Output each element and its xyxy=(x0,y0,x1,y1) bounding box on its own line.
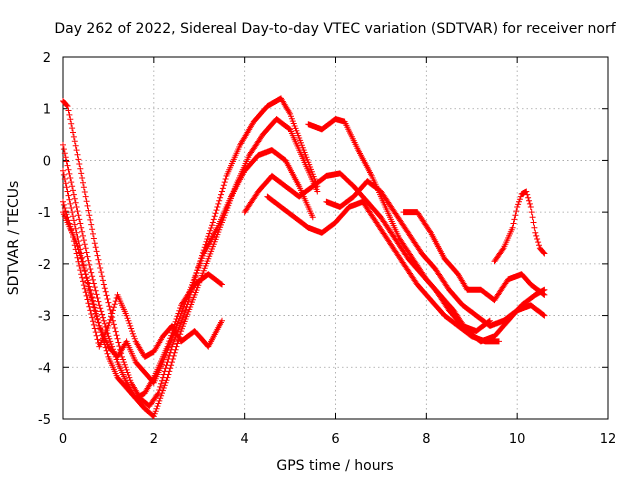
x-tick-label: 2 xyxy=(150,432,158,447)
x-tick-label: 8 xyxy=(422,432,430,447)
plus-markers xyxy=(491,188,548,265)
x-tick-label: 10 xyxy=(509,432,526,447)
y-tick-label: -1 xyxy=(38,206,51,221)
grid-lines xyxy=(63,57,608,419)
series-track-1 xyxy=(60,95,321,410)
y-tick-label: -4 xyxy=(38,361,51,376)
x-tick-label: 4 xyxy=(241,432,249,447)
y-tick-label: 1 xyxy=(43,103,51,118)
x-tick-label: 0 xyxy=(59,432,67,447)
series-track-11 xyxy=(491,188,548,265)
y-tick-label: 0 xyxy=(43,154,51,169)
y-tick-label: 2 xyxy=(43,51,51,66)
series-track-10 xyxy=(400,209,548,304)
y-axis: -5 -4 -3 -2 -1 0 1 2 xyxy=(38,51,608,428)
series-track-9 xyxy=(323,178,548,329)
plus-markers xyxy=(60,209,225,402)
data-points xyxy=(60,95,548,420)
plus-markers xyxy=(323,178,548,329)
x-tick-label: 12 xyxy=(600,432,617,447)
series-track-4 xyxy=(60,198,225,360)
y-tick-label: -5 xyxy=(38,413,51,428)
plus-markers xyxy=(400,209,548,304)
plus-markers xyxy=(264,193,502,345)
y-tick-label: -3 xyxy=(38,310,51,325)
x-tick-label: 6 xyxy=(331,432,339,447)
y-tick-label: -2 xyxy=(38,258,51,273)
y-axis-label: SDTVAR / TECUs xyxy=(6,181,22,296)
x-axis: 0 2 4 6 8 10 12 xyxy=(59,57,616,447)
plus-markers xyxy=(60,95,321,410)
plus-markers xyxy=(60,198,225,360)
series-track-8 xyxy=(264,193,502,345)
x-axis-label: GPS time / hours xyxy=(276,458,393,474)
series-track-5 xyxy=(60,209,225,402)
chart-title: Day 262 of 2022, Sidereal Day-to-day VTE… xyxy=(54,21,616,37)
